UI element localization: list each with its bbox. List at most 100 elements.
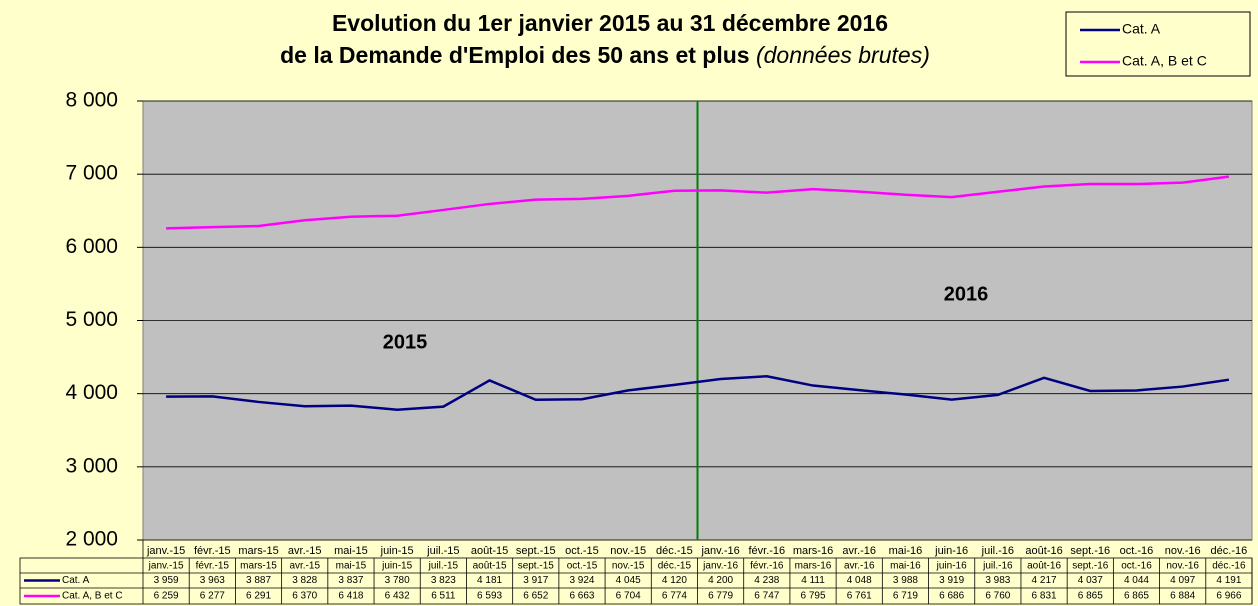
table-cell: 6 291 — [246, 591, 271, 602]
table-cell: 6 774 — [662, 591, 687, 602]
y-tick-label: 3 000 — [65, 454, 118, 477]
y-tick-label: 4 000 — [65, 381, 118, 404]
y-tick-label: 5 000 — [65, 308, 118, 331]
table-cell: 4 238 — [754, 575, 779, 586]
table-cell: 3 823 — [431, 575, 456, 586]
table-header: déc.-16 — [1212, 561, 1246, 572]
table-cell: 4 097 — [1170, 575, 1195, 586]
table-header: août-15 — [473, 561, 507, 572]
table-header: févr.-15 — [196, 561, 230, 572]
table-cell: 4 200 — [708, 575, 733, 586]
table-cell: 6 761 — [847, 591, 872, 602]
y-tick-label: 7 000 — [65, 162, 118, 185]
table-cell: 3 959 — [154, 575, 179, 586]
table-cell: 6 432 — [385, 591, 410, 602]
table-cell: 3 780 — [385, 575, 410, 586]
table-cell: 6 760 — [985, 591, 1010, 602]
x-tick-label: août-15 — [471, 545, 508, 557]
x-tick-label: nov.-16 — [1165, 545, 1201, 557]
y-tick-label: 2 000 — [65, 528, 118, 551]
table-header: févr.-16 — [750, 561, 784, 572]
table-cell: 3 924 — [569, 575, 594, 586]
line-series — [166, 175, 1230, 230]
line-series — [166, 374, 1230, 412]
x-tick-label: mai-16 — [889, 545, 923, 557]
table-header: août-16 — [1027, 561, 1061, 572]
table-row-label: Cat. A, B et C — [62, 591, 123, 602]
chart-title: de la Demande d'Emploi des 50 ans et plu… — [280, 42, 930, 68]
table-header: avr.-16 — [844, 561, 875, 572]
table-cell: 4 191 — [1216, 575, 1241, 586]
x-tick-label: mars-15 — [238, 545, 278, 557]
x-tick-label: janv.-16 — [700, 545, 739, 557]
table-cell: 6 779 — [708, 591, 733, 602]
table-cell: 6 884 — [1170, 591, 1195, 602]
x-tick-label: févr.-16 — [748, 545, 785, 557]
x-tick-label: janv.-15 — [146, 545, 185, 557]
x-tick-label: avr.-16 — [842, 545, 876, 557]
legend-box — [1065, 11, 1251, 77]
table-cell: 6 259 — [154, 591, 179, 602]
annotation: 2015 — [383, 331, 428, 353]
chart-subtitle: (données brutes) — [756, 42, 930, 68]
x-tick-label: juin-15 — [380, 545, 414, 557]
table-header: sept.-15 — [518, 561, 555, 572]
table-header: juil.-15 — [428, 561, 459, 572]
chart-title-line: de la Demande d'Emploi des 50 ans et plu… — [280, 42, 749, 68]
table-header: oct.-15 — [567, 561, 598, 572]
x-tick-label: déc.-16 — [1211, 545, 1248, 557]
table-row-label: Cat. A — [62, 575, 90, 586]
table-cell: 6 704 — [616, 591, 641, 602]
table-header: sept.-16 — [1072, 561, 1109, 572]
x-tick-label: avr.-15 — [288, 545, 322, 557]
annotation: 2016 — [944, 283, 989, 305]
table-header: nov.-15 — [612, 561, 645, 572]
table-cell: 6 418 — [338, 591, 363, 602]
table-cell: 3 919 — [939, 575, 964, 586]
table-cell: 4 037 — [1078, 575, 1103, 586]
table-cell: 4 045 — [616, 575, 641, 586]
table-cell: 6 593 — [477, 591, 502, 602]
table-header: juin-15 — [381, 561, 412, 572]
table-header: nov.-16 — [1166, 561, 1199, 572]
table-cell: 6 865 — [1124, 591, 1149, 602]
table-cell: 3 988 — [893, 575, 918, 586]
x-tick-label: févr.-15 — [194, 545, 231, 557]
table-header: janv.-15 — [148, 561, 184, 572]
table-header: juil.-16 — [982, 561, 1013, 572]
x-tick-label: mars-16 — [793, 545, 833, 557]
table-header: mai-16 — [890, 561, 921, 572]
table-cell: 6 747 — [754, 591, 779, 602]
table-header: mai-15 — [336, 561, 367, 572]
table-cell: 6 686 — [939, 591, 964, 602]
x-tick-label: déc.-15 — [656, 545, 693, 557]
table-cell: 3 887 — [246, 575, 271, 586]
y-tick-label: 8 000 — [65, 89, 118, 112]
x-tick-label: sept.-16 — [1070, 545, 1110, 557]
table-header: janv.-16 — [702, 561, 738, 572]
table-cell: 6 795 — [801, 591, 826, 602]
table-cell: 6 663 — [569, 591, 594, 602]
table-header: juin-16 — [936, 561, 967, 572]
table-cell: 6 865 — [1078, 591, 1103, 602]
x-tick-label: juin-16 — [934, 545, 968, 557]
table-header: mars-15 — [240, 561, 277, 572]
y-tick-label: 6 000 — [65, 235, 118, 258]
table-cell: 3 983 — [985, 575, 1010, 586]
table-cell: 6 277 — [200, 591, 225, 602]
table-cell: 6 966 — [1216, 591, 1241, 602]
table-header: avr.-15 — [289, 561, 320, 572]
table-header: oct.-16 — [1121, 561, 1152, 572]
legend-label: Cat. A, B et C — [1122, 53, 1207, 69]
table-cell: 3 963 — [200, 575, 225, 586]
legend-label: Cat. A — [1122, 21, 1161, 37]
table-cell: 4 120 — [662, 575, 687, 586]
x-tick-label: oct.-16 — [1120, 545, 1154, 557]
table-cell: 3 917 — [523, 575, 548, 586]
table-cell: 4 181 — [477, 575, 502, 586]
x-tick-label: juil.-16 — [981, 545, 1014, 557]
table-cell: 6 511 — [431, 591, 456, 602]
table-cell: 6 652 — [523, 591, 548, 602]
x-tick-label: août-16 — [1025, 545, 1062, 557]
